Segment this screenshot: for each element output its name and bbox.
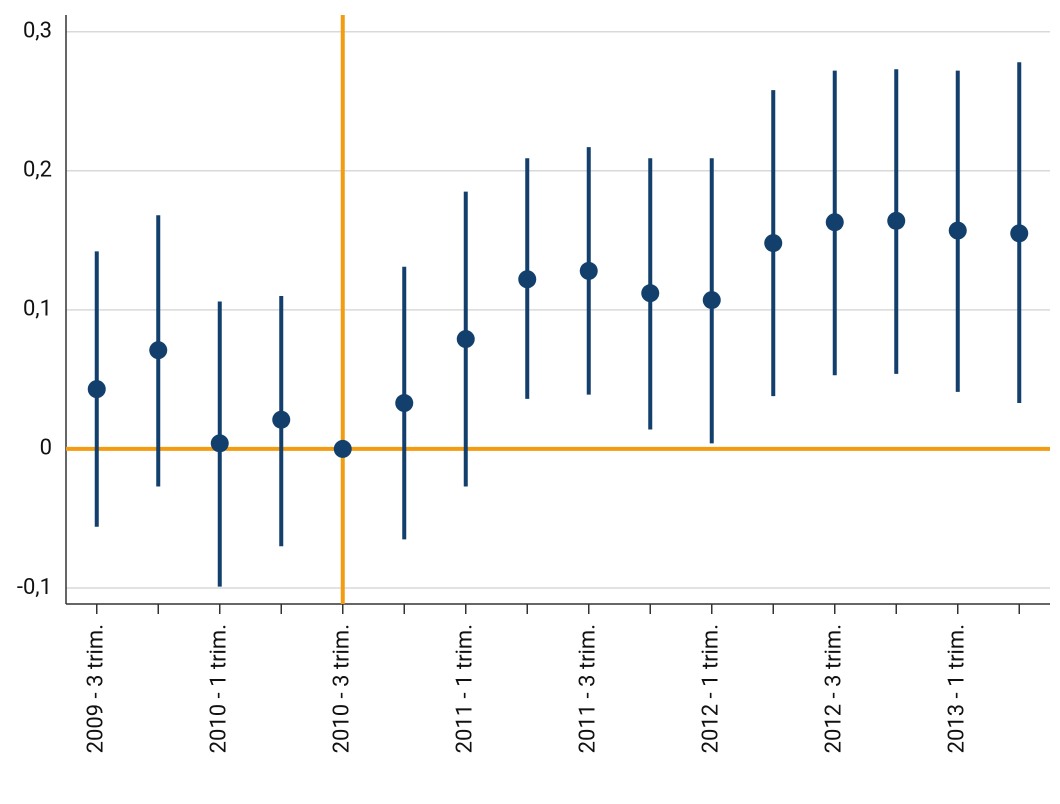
point xyxy=(764,234,783,253)
y-tick-label: 0,2 xyxy=(23,158,52,183)
x-tick-label: 2011 - 3 trim. xyxy=(576,624,601,753)
x-tick-label: 2011 - 1 trim. xyxy=(453,624,478,753)
point xyxy=(887,211,906,230)
x-tick-label: 2010 - 3 trim. xyxy=(330,624,355,753)
point xyxy=(702,291,721,310)
point xyxy=(948,221,967,240)
point xyxy=(333,439,352,458)
y-tick-label: 0 xyxy=(40,436,52,461)
y-tick-label: 0,3 xyxy=(23,19,52,44)
point xyxy=(641,284,660,303)
x-tick-label: 2013 - 1 trim. xyxy=(945,624,970,753)
point xyxy=(456,330,475,349)
point xyxy=(149,341,168,360)
point xyxy=(87,380,106,399)
point xyxy=(210,434,229,453)
point xyxy=(1010,224,1029,243)
x-tick-label: 2012 - 3 trim. xyxy=(822,624,847,753)
point xyxy=(579,261,598,280)
y-tick-label: -0,1 xyxy=(17,575,52,600)
x-tick-label: 2009 - 3 trim. xyxy=(84,624,109,753)
x-tick-label: 2010 - 1 trim. xyxy=(207,624,232,753)
x-tick-label: 2012 - 1 trim. xyxy=(699,624,724,753)
point xyxy=(272,410,291,429)
point xyxy=(825,213,844,232)
point xyxy=(395,394,414,413)
point xyxy=(518,270,537,289)
y-tick-label: 0,1 xyxy=(23,297,52,322)
